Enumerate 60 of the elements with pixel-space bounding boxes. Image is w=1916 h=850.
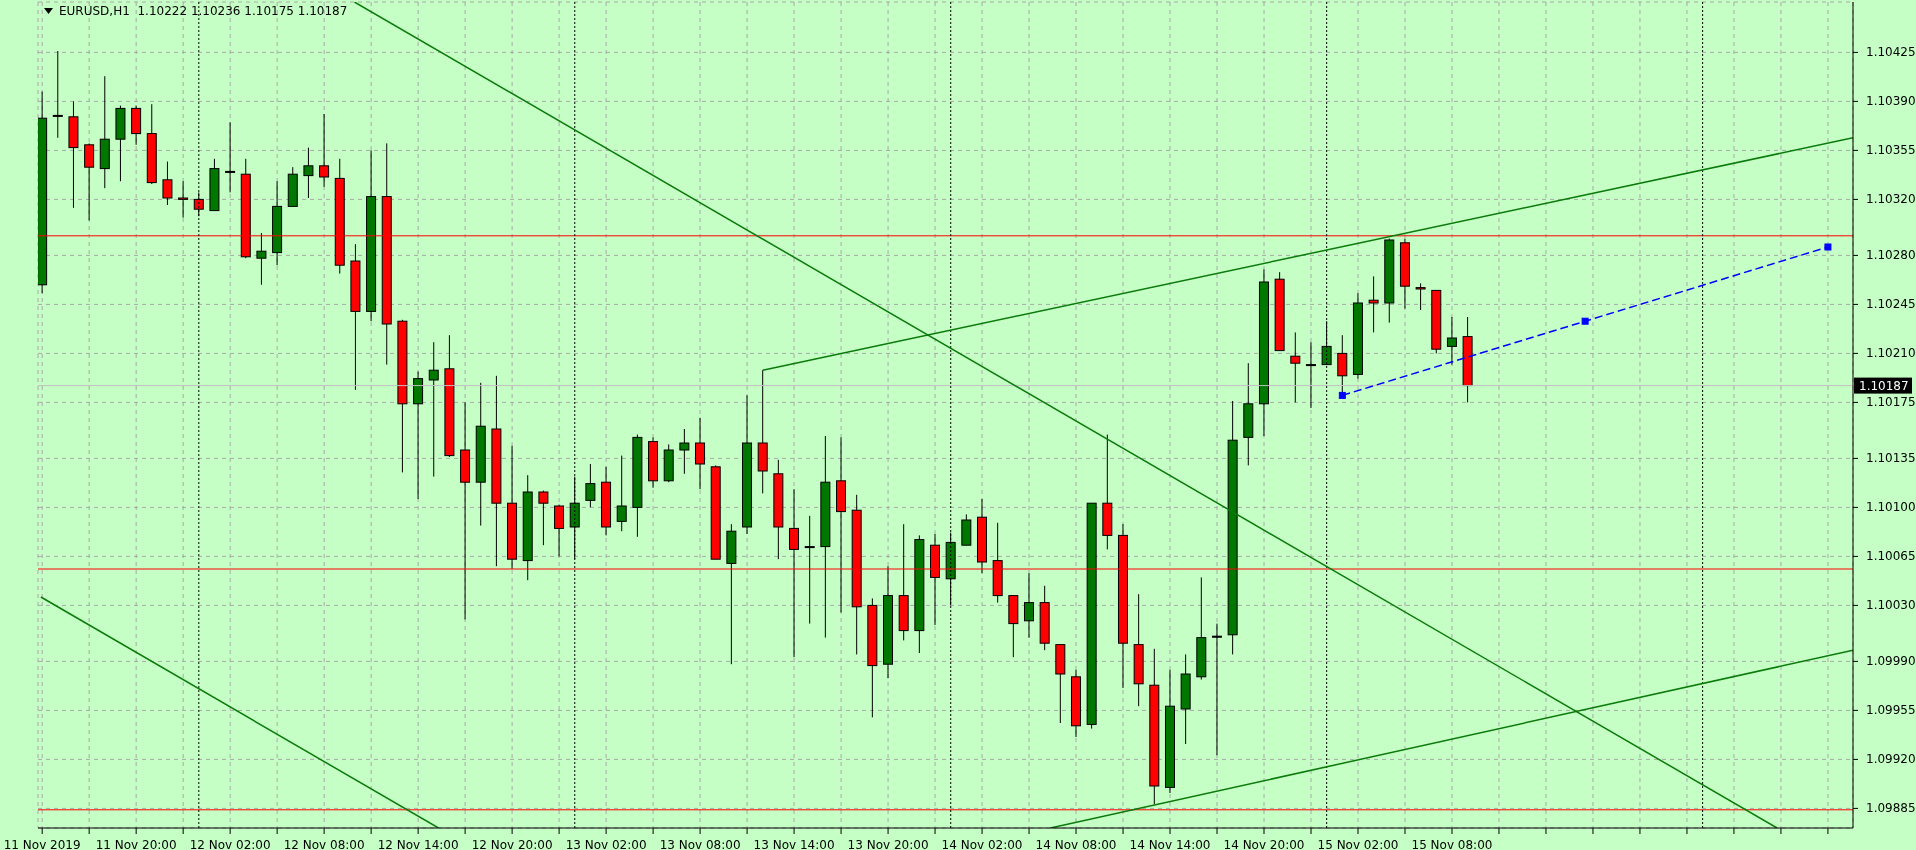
candlestick	[616, 455, 627, 532]
x-tick-label: 14 Nov 08:00	[1035, 838, 1117, 850]
candlestick	[256, 232, 267, 286]
candlestick	[1211, 623, 1222, 756]
candlestick	[428, 341, 439, 478]
y-tick-label: 1.09990	[1866, 654, 1916, 669]
y-tick-label: 1.09955	[1866, 703, 1916, 718]
y-tick-label: 1.10390	[1866, 94, 1916, 109]
candlestick	[52, 50, 63, 139]
y-tick-label: 1.10245	[1866, 297, 1916, 312]
x-tick-label: 12 Nov 14:00	[377, 838, 459, 850]
y-tick-label: 1.10030	[1866, 598, 1916, 613]
candlestick	[225, 121, 236, 193]
y-tick-label: 1.10355	[1866, 143, 1916, 158]
x-tick-label: 15 Nov 08:00	[1411, 838, 1493, 850]
candlestick	[1023, 572, 1034, 639]
candlestick	[695, 417, 706, 490]
candlestick	[554, 504, 565, 557]
x-tick-label: 13 Nov 14:00	[753, 838, 835, 850]
candlestick	[84, 142, 95, 221]
x-tick-label: 11 Nov 2019	[3, 838, 81, 850]
y-tick-label: 1.10425	[1866, 45, 1916, 60]
x-tick-label: 13 Nov 02:00	[565, 838, 647, 850]
candlestick	[178, 180, 189, 219]
x-tick-label: 11 Nov 20:00	[95, 838, 177, 850]
y-tick-label: 1.10100	[1866, 500, 1916, 515]
candlestick	[1446, 316, 1457, 366]
point	[1824, 243, 1832, 251]
y-tick-label: 1.10175	[1866, 395, 1916, 410]
y-tick-label: 1.09885	[1866, 801, 1916, 816]
candlestick	[303, 147, 314, 199]
candlestick	[162, 161, 173, 206]
candlestick	[679, 428, 690, 475]
y-tick-label: 1.10065	[1866, 549, 1916, 564]
candlestick	[1415, 282, 1426, 311]
candlestick	[804, 515, 815, 625]
candlestick	[1305, 341, 1316, 409]
x-tick-label: 14 Nov 20:00	[1223, 838, 1305, 850]
x-tick-label: 15 Nov 02:00	[1317, 838, 1399, 850]
ref-line-label: 1.10187	[1859, 378, 1909, 393]
y-tick-label: 1.10210	[1866, 346, 1916, 361]
x-tick-label: 14 Nov 14:00	[1129, 838, 1211, 850]
candlestick	[319, 113, 330, 188]
x-tick-label: 12 Nov 02:00	[189, 838, 271, 850]
x-tick-label: 12 Nov 08:00	[283, 838, 365, 850]
candlestick	[1290, 331, 1301, 403]
x-tick-label: 13 Nov 20:00	[847, 838, 929, 850]
y-tick-label: 1.10135	[1866, 451, 1916, 466]
x-tick-label: 14 Nov 02:00	[941, 838, 1023, 850]
point	[1581, 317, 1589, 325]
point	[1338, 391, 1346, 399]
chart-title: EURUSD,H1 1.10222 1.10236 1.10175 1.10187	[59, 4, 348, 18]
x-tick-label: 13 Nov 08:00	[659, 838, 741, 850]
y-tick-label: 1.09920	[1866, 752, 1916, 767]
candlestick	[538, 490, 549, 546]
candlestick	[1368, 275, 1379, 333]
candlestick	[585, 463, 596, 508]
x-tick-label: 12 Nov 20:00	[471, 838, 553, 850]
y-tick-label: 1.10280	[1866, 248, 1916, 263]
y-tick-label: 1.10320	[1866, 192, 1916, 207]
